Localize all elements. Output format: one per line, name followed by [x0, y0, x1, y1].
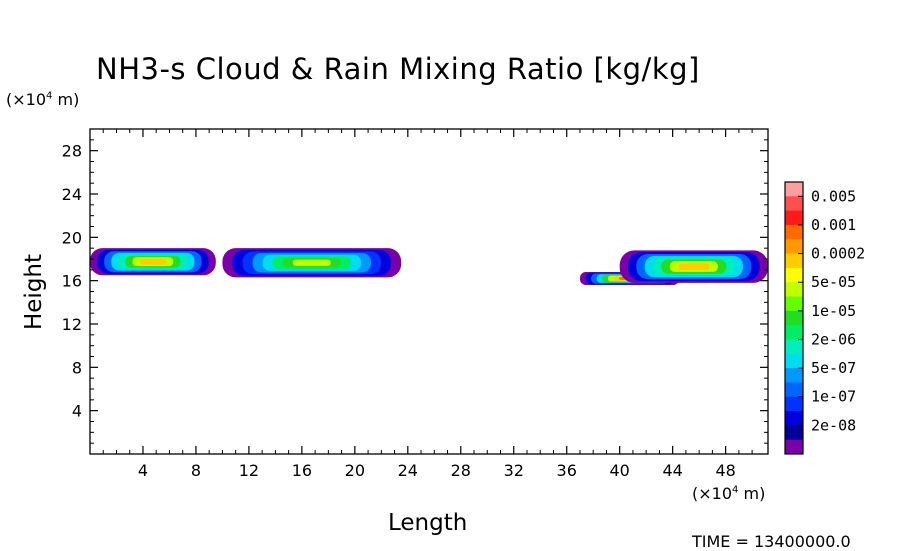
x-tick-label: 48 — [715, 461, 735, 480]
colorbar: 0.005 0.001 0.0002 5e-05 1e-05 2e-06 5e-07 1e-0… — [784, 181, 865, 455]
chart-title: NH3-s Cloud & Rain Mixing Ratio [kg/kg] — [96, 52, 700, 86]
plot-content — [90, 248, 768, 285]
x-tick-label: 8 — [191, 461, 201, 480]
colorbar-frame — [784, 181, 804, 455]
y-tick-label: 12 — [62, 315, 82, 334]
colorbar-swatch — [785, 210, 803, 226]
colorbar-swatch — [785, 296, 803, 312]
x-tick-label: 16 — [292, 461, 312, 480]
colorbar-swatch — [785, 310, 803, 326]
colorbar-swatch — [785, 411, 803, 426]
x-tick-label: 32 — [504, 461, 524, 480]
colorbar-label: 5e-07 — [811, 359, 856, 377]
colorbar-label: 2e-08 — [811, 416, 856, 434]
colorbar-label: 0.005 — [811, 187, 856, 205]
colorbar-swatch — [785, 339, 803, 355]
colorbar-label: 0.0002 — [811, 245, 865, 263]
y-tick-label: 20 — [62, 228, 82, 247]
plot-frame — [89, 128, 769, 455]
y-axis-unit: (×104 m) — [6, 90, 80, 109]
y-tick-label: 8 — [72, 358, 82, 377]
colorbar-swatch — [785, 353, 803, 369]
x-axis-label: Length — [388, 510, 468, 536]
colorbar-label: 5e-05 — [811, 273, 856, 291]
colorbar-swatch — [785, 396, 803, 412]
x-tick-label: 20 — [345, 461, 365, 480]
x-tick-label: 4 — [138, 461, 148, 480]
x-tick-label: 36 — [557, 461, 577, 480]
colorbar-label: 1e-07 — [811, 388, 856, 406]
x-axis-unit: (×104 m) — [692, 484, 766, 503]
cloud-region — [139, 258, 167, 265]
x-tick-label: 24 — [398, 461, 418, 480]
y-tick-label: 28 — [62, 142, 82, 161]
x-tick-label: 12 — [239, 461, 259, 480]
y-tick-label: 16 — [62, 272, 82, 291]
colorbar-label: 1e-05 — [811, 302, 856, 320]
y-axis-label: Height — [21, 253, 47, 331]
colorbar-swatch — [785, 439, 803, 455]
colorbar-swatch — [785, 267, 803, 283]
cloud-region — [292, 259, 331, 266]
x-tick-label: 40 — [610, 461, 630, 480]
colorbar-label: 0.001 — [811, 216, 856, 234]
x-tick-label: 44 — [662, 461, 682, 480]
colorbar-swatch — [785, 368, 803, 383]
colorbar-swatch — [785, 196, 803, 212]
colorbar-swatch — [785, 182, 803, 197]
colorbar-swatch — [785, 325, 803, 340]
colorbar-swatch — [785, 224, 803, 240]
cloud-region — [678, 263, 710, 271]
colorbar-swatch — [785, 239, 803, 254]
x-tick-label: 28 — [451, 461, 471, 480]
y-tick-label: 4 — [72, 402, 82, 421]
colorbar-swatch — [785, 382, 803, 398]
colorbar-label: 2e-06 — [811, 330, 856, 348]
colorbar-swatch — [785, 253, 803, 269]
y-tick-label: 24 — [62, 185, 82, 204]
time-readout: TIME = 13400000.0 — [692, 532, 851, 551]
colorbar-swatch — [785, 425, 803, 441]
colorbar-swatch — [785, 282, 803, 297]
